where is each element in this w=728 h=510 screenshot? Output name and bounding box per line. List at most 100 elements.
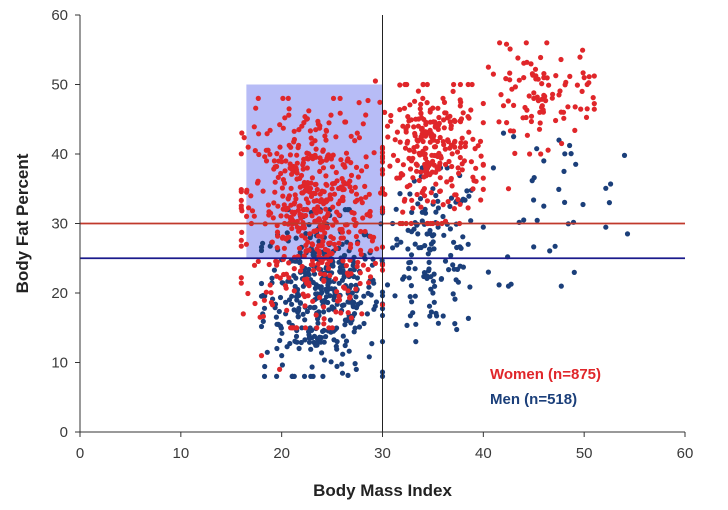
women-point	[291, 139, 297, 145]
men-point	[311, 252, 317, 258]
men-point	[407, 259, 414, 265]
women-point	[274, 273, 280, 279]
women-point	[348, 133, 354, 139]
women-point	[312, 181, 318, 188]
women-point	[414, 162, 420, 168]
women-point	[355, 259, 361, 265]
men-point	[425, 251, 431, 257]
women-point	[498, 92, 504, 98]
women-point	[283, 207, 289, 213]
women-point	[322, 133, 328, 139]
women-point	[302, 235, 308, 241]
men-point	[341, 274, 347, 280]
women-point	[450, 88, 456, 94]
men-point	[407, 294, 413, 300]
x-axis-title: Body Mass Index	[313, 481, 452, 500]
women-point	[363, 194, 369, 200]
women-point	[420, 95, 426, 101]
men-point	[271, 267, 277, 273]
women-point	[251, 213, 257, 219]
men-point	[306, 335, 312, 341]
men-point	[433, 209, 439, 215]
women-point	[412, 98, 418, 104]
x-tick-label: 0	[76, 445, 84, 462]
women-point	[317, 271, 324, 277]
women-point	[274, 245, 280, 251]
men-point	[291, 373, 297, 379]
women-point	[415, 123, 421, 129]
women-point	[459, 135, 465, 141]
men-point	[320, 298, 326, 304]
women-point	[305, 239, 311, 245]
women-point	[344, 158, 350, 164]
women-point	[248, 193, 254, 199]
women-point	[275, 203, 281, 209]
men-point	[344, 239, 350, 245]
men-point	[433, 310, 439, 316]
women-point	[347, 294, 353, 300]
men-point	[409, 209, 415, 215]
men-point	[431, 232, 437, 238]
women-point	[303, 248, 309, 254]
women-point	[446, 158, 452, 165]
women-point	[429, 152, 435, 158]
women-point	[406, 147, 413, 153]
women-point	[496, 119, 502, 125]
women-point	[544, 40, 550, 46]
men-point	[468, 218, 474, 224]
women-point	[417, 106, 423, 112]
men-point	[287, 340, 293, 347]
women-point	[309, 213, 315, 219]
men-point	[606, 200, 613, 206]
men-point	[454, 326, 460, 333]
men-point	[339, 302, 345, 309]
women-point	[372, 260, 378, 266]
women-point	[457, 154, 463, 161]
women-point	[553, 73, 559, 79]
women-point	[300, 190, 306, 196]
women-point	[349, 209, 355, 215]
women-point	[418, 101, 424, 107]
women-point	[330, 95, 337, 101]
men-point	[298, 339, 304, 346]
women-point	[410, 175, 416, 181]
women-point	[286, 106, 292, 112]
women-point	[279, 159, 285, 165]
men-point	[274, 373, 280, 379]
women-point	[274, 262, 280, 268]
women-point	[316, 266, 322, 272]
men-point	[510, 134, 517, 140]
men-point	[306, 266, 312, 273]
women-point	[382, 109, 388, 115]
women-point	[278, 154, 285, 160]
women-point	[299, 212, 305, 218]
women-point	[451, 81, 457, 88]
women-point	[456, 170, 462, 176]
men-point	[529, 178, 535, 184]
men-point	[289, 301, 295, 307]
women-point	[323, 206, 329, 212]
men-point	[336, 259, 342, 265]
women-point	[310, 267, 316, 273]
men-point	[334, 325, 340, 331]
women-point	[558, 56, 564, 63]
women-point	[441, 99, 448, 105]
men-point	[466, 193, 472, 199]
women-point	[293, 196, 299, 202]
men-point	[624, 231, 631, 237]
men-point	[345, 372, 351, 378]
men-point	[340, 268, 346, 274]
men-point	[451, 239, 457, 245]
women-point	[452, 138, 458, 144]
women-point	[280, 193, 286, 199]
women-point	[281, 245, 287, 251]
men-point	[258, 323, 265, 330]
men-point	[294, 297, 300, 303]
women-point	[304, 276, 310, 282]
men-point	[432, 283, 438, 289]
women-point	[275, 174, 281, 180]
women-point	[306, 108, 312, 114]
men-point	[409, 229, 415, 235]
women-point	[256, 131, 262, 137]
women-point	[528, 61, 534, 67]
